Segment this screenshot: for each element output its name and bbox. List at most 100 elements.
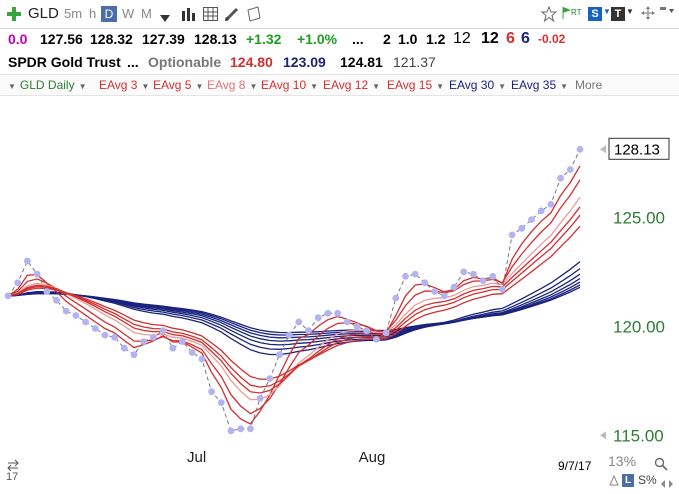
- info-row: SPDR Gold Trust ... Optionable 124.80 12…: [0, 51, 679, 73]
- price-point: [382, 329, 390, 337]
- interval-w[interactable]: W: [122, 6, 135, 21]
- study-eavg-35[interactable]: EAvg 35 ▼: [511, 78, 569, 92]
- study-label: EAvg 12: [323, 78, 369, 92]
- price-point: [43, 288, 51, 295]
- quote-value-2: 2: [383, 31, 391, 47]
- price-point: [373, 336, 380, 343]
- info-price-4: 121.37: [393, 54, 436, 70]
- footer-date-label: 9/7/17: [558, 459, 592, 473]
- study-eavg-5[interactable]: EAvg 5 ▼: [153, 78, 204, 92]
- interval-h[interactable]: h: [89, 6, 97, 21]
- study-legend-bar: ▼ GLD Daily ▼ EAvg 3 ▼ EAvg 5 ▼ EAvg 8 ▼ EAvg…: [0, 74, 679, 96]
- interval-5m[interactable]: 5m: [64, 6, 83, 21]
- scale-scroll-icon[interactable]: [661, 476, 673, 494]
- price-point: [4, 292, 12, 300]
- price-point: [188, 349, 196, 356]
- ema-60-line: [7, 286, 581, 334]
- t-badge[interactable]: T: [611, 7, 625, 21]
- study-label: EAvg 10: [261, 78, 307, 92]
- ema-15-line: [7, 225, 581, 380]
- study-gld-daily[interactable]: ▼ GLD Daily ▼: [8, 78, 87, 92]
- study-label: EAvg 30: [449, 78, 495, 92]
- price-point: [159, 327, 167, 335]
- price-point: [343, 318, 351, 326]
- study-eavg-30[interactable]: EAvg 30 ▼: [449, 78, 507, 92]
- price-point: [14, 279, 22, 287]
- last-price-label: 128.13: [614, 141, 660, 158]
- low-price: 127.39: [142, 31, 185, 47]
- s-badge[interactable]: S: [588, 7, 602, 21]
- price-point: [33, 270, 41, 278]
- price-point: [130, 351, 138, 359]
- optionable-label: Optionable: [148, 54, 222, 70]
- l-button[interactable]: L: [622, 474, 634, 487]
- price-point: [547, 201, 555, 208]
- zoom-level[interactable]: 13%: [608, 453, 637, 469]
- price-point: [101, 331, 109, 339]
- footer-left-number: 17: [6, 471, 19, 483]
- price-point: [91, 325, 99, 332]
- price-point: [324, 309, 332, 317]
- s-percent-button[interactable]: S%: [638, 473, 657, 487]
- price-point: [179, 338, 186, 345]
- quote-dots: ...: [352, 31, 364, 47]
- add-symbol-icon[interactable]: [6, 6, 22, 22]
- x-tick-label: Aug: [359, 449, 386, 466]
- y-tick-label: 125.00: [613, 209, 665, 228]
- price-point: [227, 427, 235, 435]
- quote-value-1: 0.0: [8, 31, 28, 47]
- security-name: SPDR Gold Trust: [8, 54, 121, 70]
- price-point: [353, 323, 361, 330]
- price-point: [53, 296, 60, 304]
- bar-chart-icon[interactable]: [181, 7, 197, 26]
- price-point: [62, 307, 70, 315]
- study-label: EAvg 3: [99, 78, 138, 92]
- pencil-icon[interactable]: [224, 6, 240, 27]
- price-point: [431, 288, 438, 295]
- symbol-label[interactable]: GLD: [28, 5, 59, 22]
- price-point: [508, 231, 516, 239]
- window-menu-icon[interactable]: [659, 6, 675, 25]
- ema-10-line: [7, 206, 581, 394]
- price-point: [460, 268, 468, 276]
- quote-value-7: 6: [506, 30, 515, 47]
- move-icon[interactable]: [641, 6, 655, 25]
- interval-m[interactable]: M: [141, 6, 152, 21]
- s-badge-arrow-icon[interactable]: ▼: [603, 7, 611, 16]
- refresh-icon[interactable]: [6, 458, 20, 476]
- x-tick-label: Jul: [187, 449, 206, 466]
- study-label: EAvg 8: [207, 78, 246, 92]
- zoom-in-icon[interactable]: [654, 457, 668, 476]
- axis-marker: [600, 145, 606, 154]
- study-eavg-15[interactable]: EAvg 15 ▼: [387, 78, 445, 92]
- price-point: [392, 294, 400, 302]
- study-more[interactable]: More: [575, 75, 602, 95]
- price-point: [72, 312, 80, 319]
- info-price-3: 124.81: [340, 54, 383, 70]
- price-point: [411, 270, 419, 278]
- price-point: [217, 399, 225, 406]
- dropdown-arrow-icon[interactable]: [160, 10, 170, 28]
- star-icon[interactable]: [540, 5, 558, 27]
- price-point: [169, 344, 177, 352]
- drawing-tool-icon[interactable]: [608, 474, 620, 492]
- study-eavg-3[interactable]: EAvg 3 ▼: [99, 78, 150, 92]
- realtime-flag-icon[interactable]: RT: [562, 5, 584, 23]
- price-point: [537, 207, 545, 215]
- price-point: [421, 279, 429, 287]
- ema-3-line: [7, 165, 581, 425]
- info-dots: ...: [127, 54, 139, 70]
- price-point: [450, 283, 458, 291]
- study-eavg-8[interactable]: EAvg 8 ▼: [207, 78, 258, 92]
- page-icon[interactable]: [246, 6, 262, 27]
- quote-value-3: 1.0: [398, 31, 418, 47]
- t-badge-arrow-icon[interactable]: ▼: [626, 7, 634, 16]
- interval-d[interactable]: D: [101, 6, 117, 22]
- study-label: EAvg 15: [387, 78, 433, 92]
- study-eavg-12[interactable]: EAvg 12 ▼: [323, 78, 381, 92]
- grid-calculator-icon[interactable]: [203, 7, 219, 26]
- price-chart[interactable]: 125.00 120.00 115.00 Jul Aug 128.13: [0, 94, 679, 490]
- price-point: [237, 425, 245, 433]
- study-eavg-10[interactable]: EAvg 10 ▼: [261, 78, 319, 92]
- axis-marker: [600, 431, 606, 440]
